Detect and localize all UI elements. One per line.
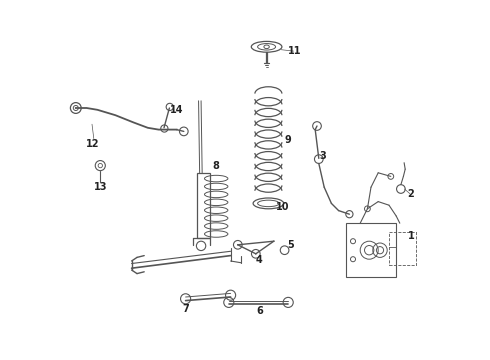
Bar <box>389 232 416 265</box>
Bar <box>346 223 396 277</box>
Text: 1: 1 <box>408 231 415 241</box>
Bar <box>197 173 210 238</box>
Text: 6: 6 <box>256 306 263 316</box>
Text: 3: 3 <box>319 151 326 161</box>
Text: 7: 7 <box>182 303 189 314</box>
Text: 11: 11 <box>288 46 301 56</box>
Text: 2: 2 <box>407 189 414 199</box>
Text: 8: 8 <box>213 161 220 171</box>
Text: 9: 9 <box>285 135 292 145</box>
Text: 13: 13 <box>94 182 108 192</box>
Text: 12: 12 <box>86 139 100 149</box>
Text: 4: 4 <box>256 255 263 265</box>
Text: 5: 5 <box>288 240 294 250</box>
Text: 10: 10 <box>276 202 290 212</box>
Text: 14: 14 <box>170 105 183 115</box>
